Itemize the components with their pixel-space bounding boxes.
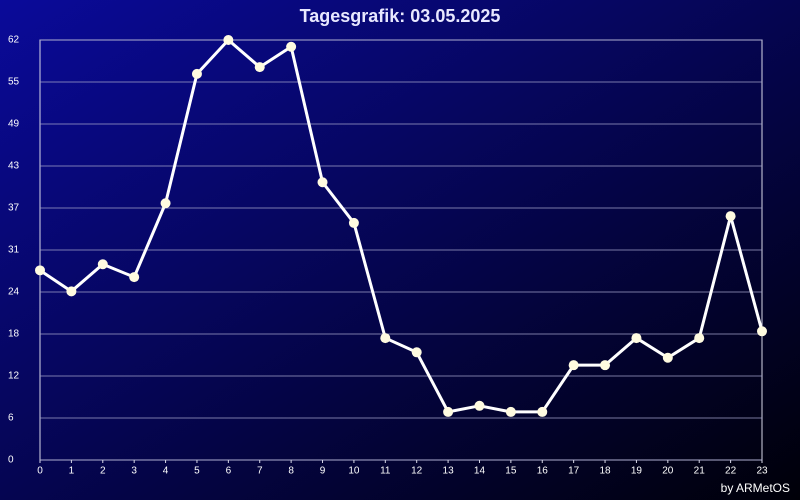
marker [505, 406, 516, 417]
y-tick-label: 18 [8, 329, 20, 340]
x-tick-label: 10 [348, 466, 360, 477]
x-tick-label: 15 [505, 466, 517, 477]
marker [223, 35, 234, 45]
y-tick-label: 49 [8, 119, 20, 130]
x-tick-label: 6 [226, 466, 232, 477]
marker [286, 41, 297, 52]
y-tick-label: 6 [8, 413, 14, 424]
x-tick-label: 18 [599, 466, 611, 477]
x-tick-label: 17 [568, 466, 580, 477]
marker [191, 68, 202, 79]
credit: by ARMetOS [721, 481, 790, 495]
x-tick-label: 22 [725, 466, 737, 477]
marker [631, 333, 642, 344]
marker [694, 333, 705, 344]
x-tick-label: 19 [631, 466, 643, 477]
marker [537, 406, 548, 417]
marker [348, 217, 359, 228]
marker [35, 265, 45, 276]
marker [380, 333, 391, 344]
y-tick-label: 55 [8, 77, 20, 88]
marker [66, 286, 77, 297]
x-tick-label: 8 [288, 466, 294, 477]
y-tick-label: 12 [8, 371, 20, 382]
marker [600, 360, 611, 371]
marker [317, 177, 328, 188]
marker [757, 326, 767, 337]
x-tick-label: 1 [69, 466, 75, 477]
marker [662, 352, 673, 363]
x-tick-label: 3 [131, 466, 137, 477]
x-tick-label: 20 [662, 466, 674, 477]
x-tick-label: 21 [694, 466, 706, 477]
x-tick-label: 4 [163, 466, 169, 477]
marker [725, 211, 736, 222]
x-tick-label: 12 [411, 466, 423, 477]
marker [568, 360, 579, 371]
y-tick-label: 0 [8, 455, 14, 466]
y-tick-label: 31 [8, 245, 20, 256]
y-tick-label: 62 [8, 35, 20, 46]
x-tick-label: 0 [37, 466, 43, 477]
marker [474, 400, 485, 411]
x-tick-label: 13 [443, 466, 455, 477]
y-tick-label: 43 [8, 161, 20, 172]
marker [97, 259, 108, 270]
x-tick-label: 5 [194, 466, 200, 477]
marker [411, 347, 422, 358]
x-tick-label: 16 [537, 466, 549, 477]
x-tick-label: 2 [100, 466, 106, 477]
chart-title: Tagesgrafik: 03.05.2025 [300, 6, 501, 26]
marker [129, 272, 140, 283]
x-tick-label: 11 [380, 466, 391, 477]
marker [254, 62, 265, 73]
marker [160, 198, 171, 209]
line [39, 38, 764, 414]
y-tick-label: 24 [8, 287, 20, 298]
x-tick-label: 9 [320, 466, 326, 477]
x-tick-label: 14 [474, 466, 486, 477]
x-tick-label: 7 [257, 466, 263, 477]
y-tick-label: 37 [8, 203, 20, 214]
marker [443, 406, 454, 417]
x-tick-label: 23 [756, 466, 768, 477]
